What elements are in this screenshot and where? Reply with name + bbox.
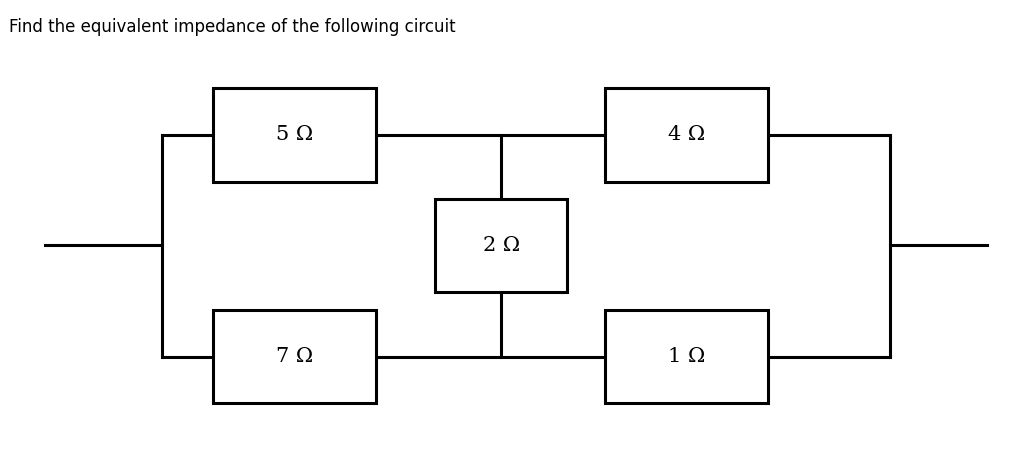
Text: 7 Ω: 7 Ω [276, 347, 313, 366]
Text: 1 Ω: 1 Ω [668, 347, 706, 366]
FancyBboxPatch shape [605, 88, 768, 181]
Text: 5 Ω: 5 Ω [276, 125, 313, 144]
FancyBboxPatch shape [435, 199, 568, 292]
FancyBboxPatch shape [213, 310, 376, 403]
Text: 4 Ω: 4 Ω [669, 125, 706, 144]
Text: 2 Ω: 2 Ω [483, 236, 520, 255]
Text: Find the equivalent impedance of the following circuit: Find the equivalent impedance of the fol… [9, 18, 456, 36]
FancyBboxPatch shape [605, 310, 768, 403]
FancyBboxPatch shape [213, 88, 376, 181]
